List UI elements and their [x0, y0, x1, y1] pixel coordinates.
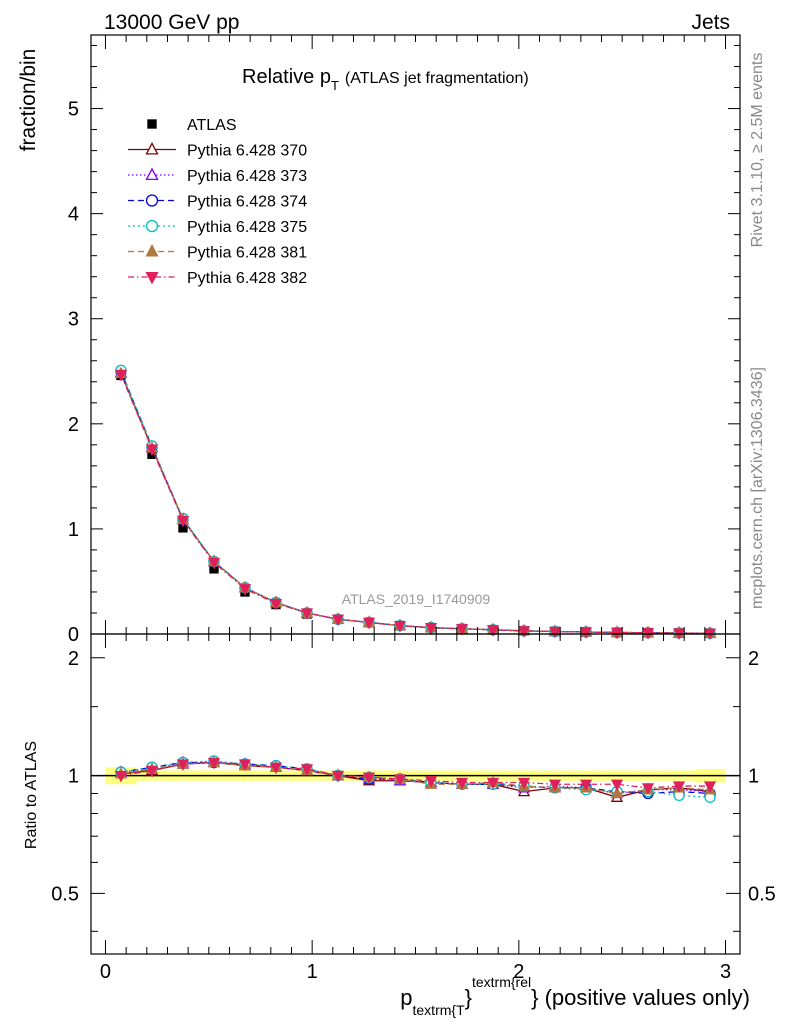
ratio-data-point	[393, 774, 407, 786]
legend-label: ATLAS	[187, 117, 237, 134]
ratio-data-point	[424, 776, 438, 788]
ratio-data-point	[486, 777, 500, 790]
ratio-y-axis-label: Ratio to ATLAS	[23, 741, 40, 849]
legend-marker	[145, 244, 159, 257]
data-point	[114, 369, 128, 382]
legend-marker	[145, 271, 159, 285]
legend-entry: Pythia 6.428 382	[128, 270, 307, 287]
data-point	[207, 557, 221, 570]
x-tick-label: 3	[720, 961, 731, 983]
legend-label: Pythia 6.428 370	[187, 143, 307, 160]
y-tick-label: 3	[68, 309, 79, 331]
x-tick-label: 1	[307, 961, 318, 983]
data-point	[579, 627, 593, 639]
ratio-y-tick-label: 1	[68, 766, 79, 788]
data-point	[393, 620, 407, 633]
data-point	[145, 444, 159, 456]
legend-marker	[145, 142, 159, 155]
y-axis-label: fraction/bin	[17, 49, 40, 152]
ratio-data-point	[610, 779, 624, 792]
ratio-data-point	[331, 770, 345, 783]
ratio-data-point	[238, 759, 252, 771]
mcplots-label: mcplots.cern.ch [arXiv:1306.3436]	[749, 367, 766, 609]
ratio-series-line	[120, 761, 711, 795]
legend-marker	[145, 219, 159, 233]
legend-label: Pythia 6.428 374	[187, 194, 307, 211]
legend-marker	[147, 119, 157, 129]
ratio-y-tick-label: 2	[68, 648, 79, 670]
ratio-data-point	[207, 757, 221, 770]
legend-entry: Pythia 6.428 370	[128, 142, 307, 160]
ratio-data-point	[362, 772, 376, 785]
ratio-data-point	[548, 779, 562, 792]
ratio-data-point	[703, 781, 717, 793]
legend: ATLAS Pythia 6.428 370 Pythia 6.428 373 Pyt…	[128, 117, 307, 287]
main-title: Relative pT (ATLAS jet fragmentation)	[242, 66, 529, 93]
ratio-data-point	[114, 770, 128, 783]
ratio-series-line	[120, 761, 711, 795]
ratio-y-tick-label-right: 0.5	[748, 883, 776, 905]
data-point	[178, 523, 188, 533]
legend-label: Pythia 6.428 373	[187, 168, 307, 185]
x-tick-label: 2	[513, 961, 524, 983]
x-tick-label: 0	[100, 961, 111, 983]
data-point	[517, 626, 531, 638]
ratio-y-tick-label-right: 2	[748, 648, 759, 670]
legend-entry: Pythia 6.428 375	[128, 219, 307, 236]
data-point	[362, 617, 376, 630]
y-tick-label: 5	[68, 99, 79, 121]
data-point	[548, 626, 562, 639]
data-point	[300, 608, 314, 620]
series-line	[120, 374, 711, 634]
legend-marker	[145, 167, 159, 181]
ratio-data-point	[517, 777, 531, 790]
legend-entry: Pythia 6.428 373	[128, 167, 307, 185]
data-point	[424, 623, 438, 635]
data-point	[455, 624, 469, 636]
ratio-data-point	[269, 762, 283, 775]
process-label: Jets	[691, 11, 730, 34]
ratio-data-point	[176, 759, 190, 771]
ratio-series-line	[120, 760, 711, 798]
y-tick-label: 0	[68, 624, 79, 646]
data-point	[269, 598, 283, 611]
legend-entry: Pythia 6.428 374	[128, 194, 307, 211]
ratio-data-point	[455, 777, 469, 790]
data-point	[486, 625, 500, 637]
data-point	[331, 614, 345, 627]
main-panel: 0 1 2 3 4 5 Relative pT (ATLAS jet fragmentati…	[17, 34, 741, 646]
legend-label: Pythia 6.428 382	[187, 270, 307, 287]
legend-label: Pythia 6.428 381	[187, 245, 307, 262]
y-tick-label: 2	[68, 414, 79, 436]
data-point	[610, 627, 624, 640]
ratio-data-point	[641, 783, 655, 795]
legend-label: Pythia 6.428 375	[187, 219, 307, 236]
ratio-data-point	[300, 764, 314, 776]
ratio-series-5	[114, 757, 717, 795]
legend-entry: Pythia 6.428 381	[128, 244, 307, 262]
energy-label: 13000 GeV pp	[104, 11, 239, 34]
y-tick-label: 4	[68, 204, 79, 226]
ratio-series-line	[120, 761, 711, 789]
data-point	[238, 584, 252, 596]
data-point	[176, 515, 190, 528]
legend-entry: ATLAS	[147, 117, 237, 134]
ratio-y-tick-label-right: 1	[748, 766, 759, 788]
ratio-data-point	[672, 781, 686, 793]
analysis-id-label: ATLAS_2019_I1740909	[342, 591, 491, 607]
ratio-panel: 0.5 0.5 1 1 2 2 0 1 2 3 Ratio to ATLAS ptextrm{T}…	[23, 633, 776, 1018]
ratio-data-point	[610, 786, 624, 799]
ratio-data-point	[579, 779, 593, 792]
rivet-version-label: Rivet 3.1.10, ≥ 2.5M events	[749, 53, 766, 248]
legend-marker	[145, 194, 159, 207]
y-tick-label: 1	[68, 519, 79, 541]
ratio-data-point	[145, 765, 159, 778]
x-axis-label: ptextrm{T}textrm{rel} (positive values o…	[400, 974, 750, 1018]
ratio-y-tick-label: 0.5	[51, 883, 79, 905]
